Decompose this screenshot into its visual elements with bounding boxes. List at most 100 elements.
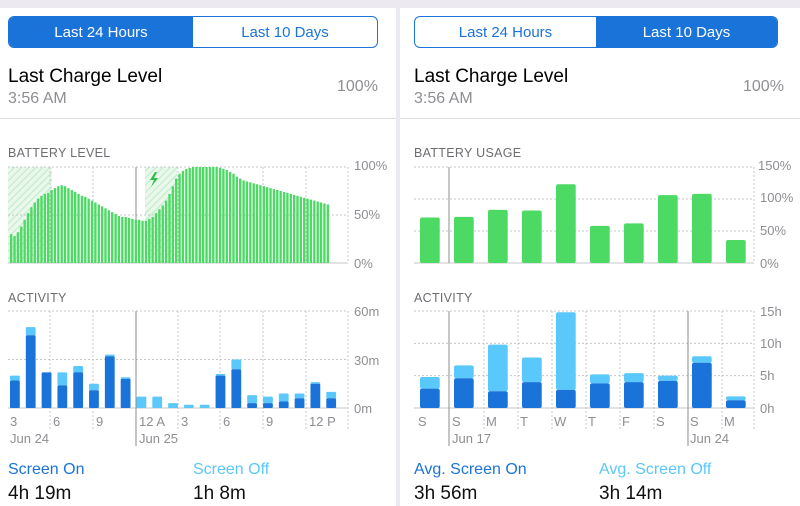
screen-on-bar [726,400,746,408]
battery-panel-24h: Last 24 Hours Last 10 Days Last Charge L… [0,0,396,506]
screen-off-bar [57,372,68,386]
lightning-bolt-icon [150,172,158,187]
date-label: Jun 24 [690,431,729,446]
screen-off-bar [199,404,210,408]
x-tick-label: 3 [181,414,188,429]
top-strip [0,0,396,8]
y-tick-label: 50% [354,207,381,222]
segment-last-10-days[interactable]: Last 10 Days [596,17,777,47]
screen-off-bar [726,396,746,401]
screen-on-bar [488,391,508,408]
x-tick-label: W [554,414,567,429]
screen-off-bar [590,374,610,384]
battery-level-bar [151,216,154,263]
battery-level-bar [161,205,164,263]
battery-level-bar [316,201,319,263]
battery-level-bar [43,193,47,263]
battery-level-bar [87,198,90,263]
battery-level-bar [53,188,57,263]
battery-usage-bar [590,225,610,263]
battery-usage-bar [522,210,542,263]
battery-level-bar [286,192,289,263]
x-tick-label: 6 [53,414,60,429]
panel-divider [396,0,400,506]
x-tick-label: M [486,414,497,429]
screen-off-label: Screen Off [193,461,270,478]
battery-usage-bar [454,216,474,263]
battery-level-bar [154,213,158,263]
battery-level-bar [326,204,329,263]
date-label: Jun 17 [452,431,491,446]
battery-level-bar [74,191,77,263]
screen-off-bar [263,396,273,404]
battery-level-chart [8,166,349,264]
segment-last-24-hours[interactable]: Last 24 Hours [9,17,193,47]
activity-heading: ACTIVITY [8,291,67,305]
time-range-segmented-control[interactable]: Last 24 Hours Last 10 Days [8,16,378,48]
top-strip [400,0,800,8]
screen-off-bar [420,376,440,389]
avg-screen-off-value: 3h 14m [599,483,663,504]
y-tick-label: 10h [760,336,782,351]
battery-level-bar [255,184,259,263]
battery-level-bar [215,167,218,263]
battery-level-bar [80,195,84,263]
screen-off-bar [247,395,258,404]
x-tick-label: 12 A [139,414,165,429]
battery-panel-10d: Last 24 Hours Last 10 Days Last Charge L… [400,0,800,506]
battery-level-bar [299,196,303,263]
segment-last-24-hours[interactable]: Last 24 Hours [458,23,553,41]
battery-usage-chart [414,166,755,264]
battery-level-bar [141,220,144,263]
last-charge-percent: 100% [337,78,378,95]
battery-level-bar [313,200,316,263]
battery-level-bar [13,236,16,263]
screen-off-bar [136,396,147,408]
time-range-segmented-control[interactable]: Last 24 Hours Last 10 Days [414,16,778,48]
y-tick-label: 15h [760,304,782,319]
screen-on-bar [73,372,84,408]
screen-off-bar [310,382,321,384]
x-tick-label: 12 P [309,414,336,429]
screen-on-bar [294,398,305,408]
battery-level-bar [228,171,232,263]
battery-level-bar [67,188,70,263]
screen-on-value: 4h 19m [8,483,72,504]
screen-on-bar [692,362,712,408]
screen-off-bar [556,312,576,390]
x-tick-label: 9 [266,414,273,429]
battery-level-bar [292,194,296,263]
battery-level-bar [20,226,23,263]
battery-level-bar [144,220,148,263]
battery-level-bar [212,167,215,263]
activity-chart: 3 6 9 12 A 3 6 9 12 P Jun 24 Jun 25 [8,310,349,446]
screen-on-bar [263,403,273,408]
y-tick-label: 0h [760,401,775,416]
screen-on-bar [120,378,131,408]
screen-on-bar [420,388,440,408]
screen-on-bar [278,401,289,408]
battery-level-bar [121,216,124,263]
battery-level-bar [262,186,265,263]
battery-level-bar [235,176,239,263]
battery-level-bar [296,195,299,263]
screen-on-label: Screen On [8,461,85,478]
segment-last-10-days[interactable]: Last 10 Days [241,23,329,41]
screen-off-bar [10,375,20,381]
y-tick-label: 150% [758,158,792,173]
screen-off-bar [215,374,226,376]
y-tick-label: 50% [760,223,787,238]
battery-level-bar [272,189,276,263]
battery-level-bar [276,190,279,263]
battery-level-bar [198,167,201,263]
screen-on-bar [89,390,99,408]
battery-level-bar [84,196,87,263]
battery-level-bar [148,218,151,263]
screen-on-bar [590,383,610,408]
screen-on-bar [556,389,576,408]
battery-level-bar [269,188,272,263]
x-tick-label: T [588,414,596,429]
y-tick-label: 5h [760,368,775,383]
screen-on-bar [215,375,226,408]
y-tick-label: 100% [354,158,388,173]
